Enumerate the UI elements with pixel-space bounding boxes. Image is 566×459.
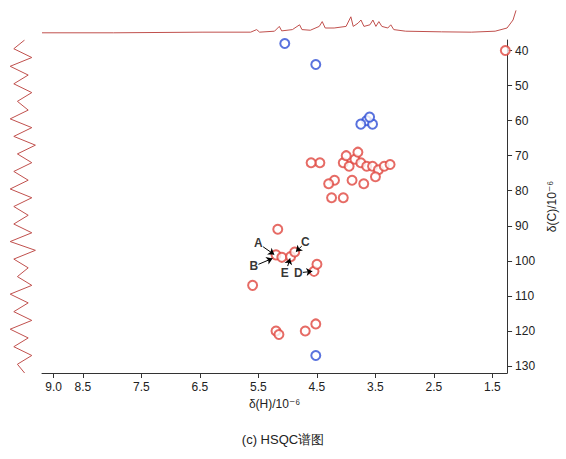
- svg-text:120: 120: [515, 324, 535, 338]
- svg-text:(c) HSQC谱图: (c) HSQC谱图: [242, 432, 324, 447]
- svg-text:60: 60: [515, 114, 529, 128]
- svg-text:6.5: 6.5: [192, 380, 209, 394]
- svg-text:B: B: [249, 259, 258, 273]
- svg-text:70: 70: [515, 149, 529, 163]
- svg-text:4.5: 4.5: [309, 380, 326, 394]
- svg-text:50: 50: [515, 79, 529, 93]
- svg-text:90: 90: [515, 219, 529, 233]
- svg-text:δ(C)/10⁻⁶: δ(C)/10⁻⁶: [545, 181, 559, 232]
- svg-text:130: 130: [515, 359, 535, 373]
- svg-text:A: A: [254, 236, 263, 250]
- svg-text:110: 110: [515, 289, 534, 303]
- svg-text:7.5: 7.5: [133, 380, 150, 394]
- svg-text:9.0: 9.0: [45, 380, 62, 394]
- svg-text:80: 80: [515, 184, 529, 198]
- svg-text:δ(H)/10⁻⁶: δ(H)/10⁻⁶: [249, 397, 300, 411]
- svg-text:3.5: 3.5: [367, 380, 384, 394]
- svg-text:E: E: [281, 266, 289, 280]
- svg-text:5.5: 5.5: [250, 380, 267, 394]
- svg-text:D: D: [294, 266, 303, 280]
- svg-text:2.5: 2.5: [426, 380, 443, 394]
- svg-text:40: 40: [515, 44, 529, 58]
- svg-text:100: 100: [515, 254, 535, 268]
- svg-text:C: C: [301, 235, 310, 249]
- svg-text:1.5: 1.5: [484, 380, 501, 394]
- svg-text:8.5: 8.5: [75, 380, 92, 394]
